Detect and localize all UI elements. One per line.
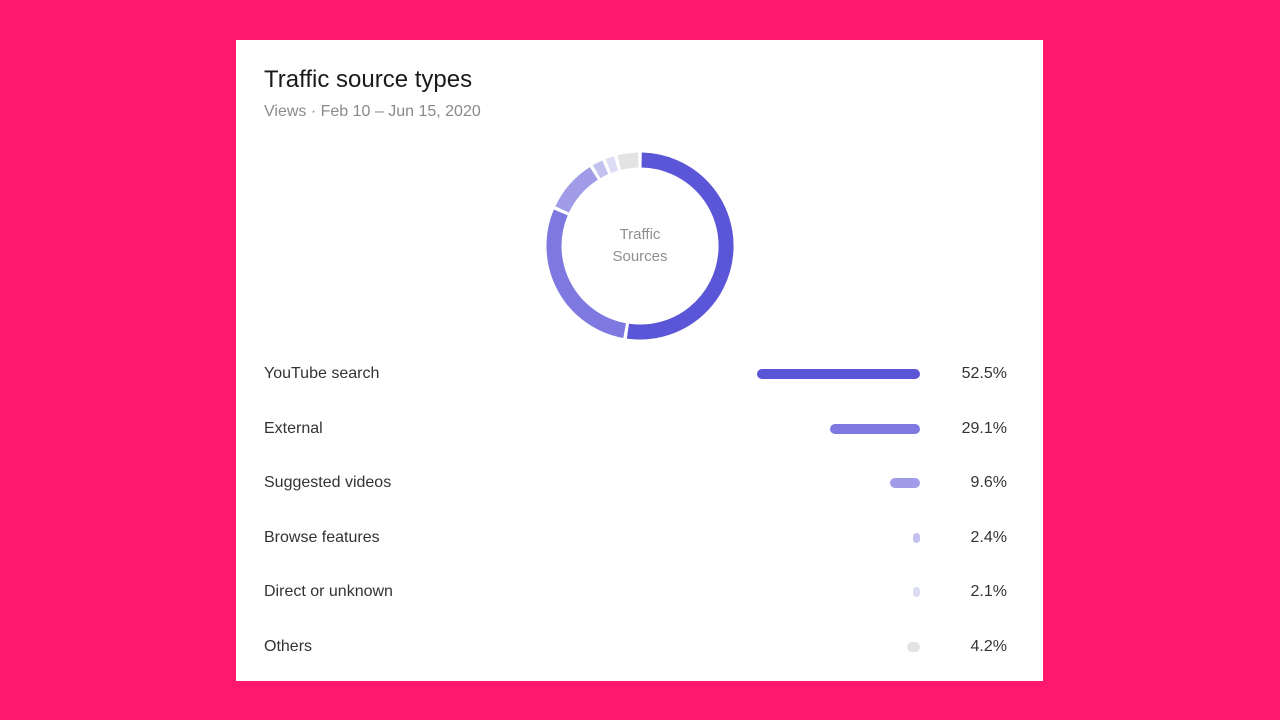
source-percentage: 29.1% <box>961 419 1007 437</box>
source-percentage: 4.2% <box>970 637 1007 655</box>
source-label: Direct or unknown <box>264 583 393 600</box>
donut-center-label-line1: Traffic <box>619 226 661 243</box>
source-bar <box>912 532 920 543</box>
card-subtitle: Views · Feb 10 – Jun 15, 2020 <box>264 103 481 120</box>
source-label: YouTube search <box>264 365 380 382</box>
source-label: Others <box>264 637 313 655</box>
traffic-source-list: YouTube search 52.5% External 29.1% Suggeste… <box>264 347 1024 674</box>
source-bar <box>906 641 920 652</box>
list-item[interactable]: YouTube search 52.5% <box>264 347 1024 402</box>
donut-slice-1[interactable] <box>626 152 734 340</box>
source-bar <box>913 587 920 597</box>
source-label: External <box>264 419 323 437</box>
traffic-source-card: Traffic source types Views · Feb 10 – Ju… <box>236 40 1043 681</box>
donut-slice-3[interactable] <box>555 167 599 213</box>
source-label: Browse features <box>264 528 380 546</box>
list-item[interactable]: Others 4.2% <box>264 620 1024 675</box>
donut-slice-6[interactable] <box>617 152 639 170</box>
donut-center-label-line2: Sources <box>612 248 668 265</box>
donut-center-label: Traffic Sources <box>590 224 690 268</box>
card-title: Traffic source types <box>264 66 473 93</box>
source-percentage: 52.5% <box>961 365 1007 382</box>
source-percentage: 2.4% <box>970 528 1007 546</box>
donut-slice-2[interactable] <box>546 209 627 338</box>
source-bar <box>829 423 920 434</box>
list-item[interactable]: Browse features 2.4% <box>264 511 1024 566</box>
donut-slice-4[interactable] <box>592 160 609 179</box>
source-label: Suggested videos <box>264 474 392 491</box>
source-percentage: 9.6% <box>970 474 1007 491</box>
source-percentage: 2.1% <box>970 583 1007 600</box>
source-bar <box>890 478 920 488</box>
donut-slice-5[interactable] <box>605 156 619 174</box>
list-item[interactable]: Suggested videos 9.6% <box>264 456 1024 511</box>
donut-chart <box>546 152 734 340</box>
list-item[interactable]: External 29.1% <box>264 402 1024 457</box>
list-item[interactable]: Direct or unknown 2.1% <box>264 565 1024 620</box>
source-bar <box>757 369 920 379</box>
